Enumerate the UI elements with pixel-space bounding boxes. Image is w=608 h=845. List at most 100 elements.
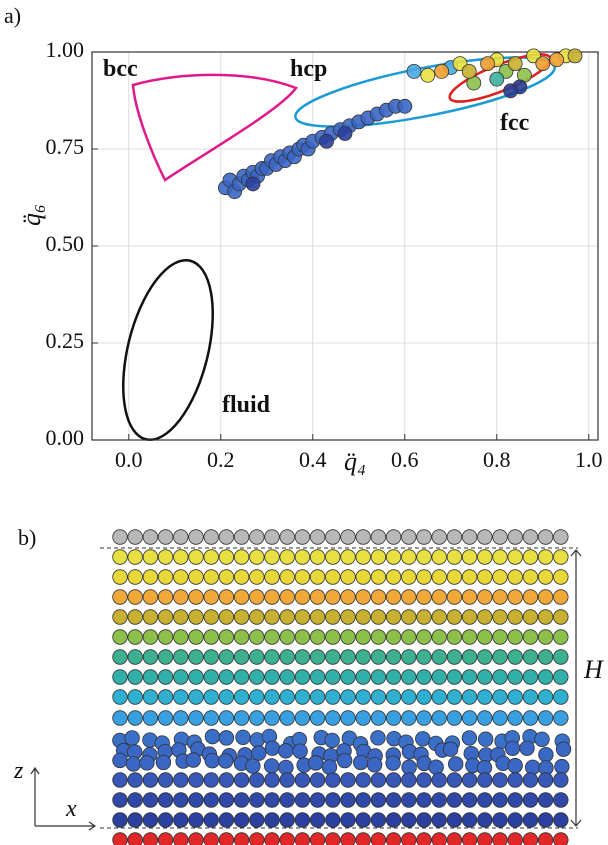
particle [492,529,508,545]
particle [325,589,341,605]
particle [294,629,311,645]
particle [142,832,159,845]
particle [294,529,311,545]
particle [385,832,402,845]
particle [188,589,204,605]
particle [233,529,250,545]
particle [522,669,539,685]
particle [325,669,341,685]
particle [157,832,174,845]
y-tick-label: 0.50 [46,231,85,256]
particle [431,649,447,665]
particle [112,589,128,605]
particle [218,832,235,845]
particle [537,589,554,605]
particle [142,629,159,645]
point [549,52,564,68]
particle [112,669,128,685]
particle [553,529,569,545]
particle [477,609,493,625]
particle [188,832,204,845]
particle [507,649,523,665]
particle [324,732,340,749]
particle [555,741,572,757]
particle [401,649,417,665]
height-label: H [583,655,604,684]
particle [142,589,159,605]
particle [233,710,250,726]
particle [264,589,280,605]
particle [127,569,143,585]
particle [157,629,174,645]
panel-label: b) [18,525,36,550]
particle [461,589,478,605]
particle [218,710,235,726]
particle [492,792,508,808]
particle [522,772,539,788]
particle [416,609,432,625]
particle [431,689,447,705]
particle [446,669,463,685]
particle [355,710,371,726]
particle [264,812,280,828]
particle [233,589,250,605]
particle [188,772,204,788]
particle [142,529,159,545]
particle [355,569,371,585]
particle [127,589,143,605]
particle [553,772,569,788]
particle [325,792,341,808]
particle [340,812,356,828]
particle [279,629,295,645]
particle [309,549,326,565]
particle [203,529,219,545]
particle [416,832,432,845]
particle [370,589,387,605]
particle [203,792,219,808]
point [567,48,583,64]
point [503,83,519,99]
particle [157,710,174,726]
particle [127,669,143,685]
particle [294,772,311,788]
particle [173,549,189,565]
particle [292,743,308,759]
particle [279,689,295,705]
particle [188,569,204,585]
particle [127,549,143,565]
particle [325,629,341,645]
particle [157,812,174,828]
particle [157,589,174,605]
particle [336,752,353,769]
particle [233,689,250,705]
particle [188,529,204,545]
particle [385,529,402,545]
particle [522,629,539,645]
particle [142,689,159,705]
particle [340,629,356,645]
particle [249,649,265,665]
particle [142,569,159,585]
particle [157,792,174,808]
particle [507,710,523,726]
particle [507,689,523,705]
particle [308,755,324,771]
particle [264,740,281,756]
particle [173,669,189,685]
x-tick-label: 0.0 [115,447,143,472]
particle [385,710,402,726]
particle [553,669,569,685]
particle [401,549,417,565]
particle [157,772,174,788]
x-tick-label: 0.2 [207,447,235,472]
bcc-contour [131,73,298,182]
particle [235,729,251,745]
particle [173,529,189,545]
particle [233,629,250,645]
particle [188,549,204,565]
particle [203,772,219,788]
particle [385,549,402,565]
particle [385,772,402,788]
particle [416,772,432,788]
particle [264,792,280,808]
